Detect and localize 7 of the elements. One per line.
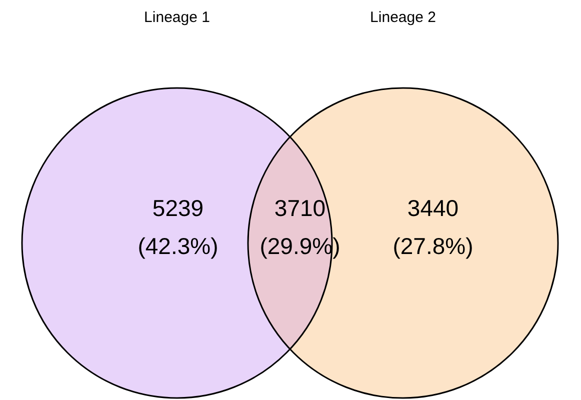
data-label: 3710 (274, 195, 326, 221)
text: (42.3%) (138, 233, 218, 259)
text: Lineage 1 (144, 9, 210, 26)
data-label: 3440 (407, 195, 459, 221)
text: Lineage 2 (370, 9, 436, 26)
data-label: 5239 (152, 195, 204, 221)
text: (27.8%) (392, 233, 474, 259)
